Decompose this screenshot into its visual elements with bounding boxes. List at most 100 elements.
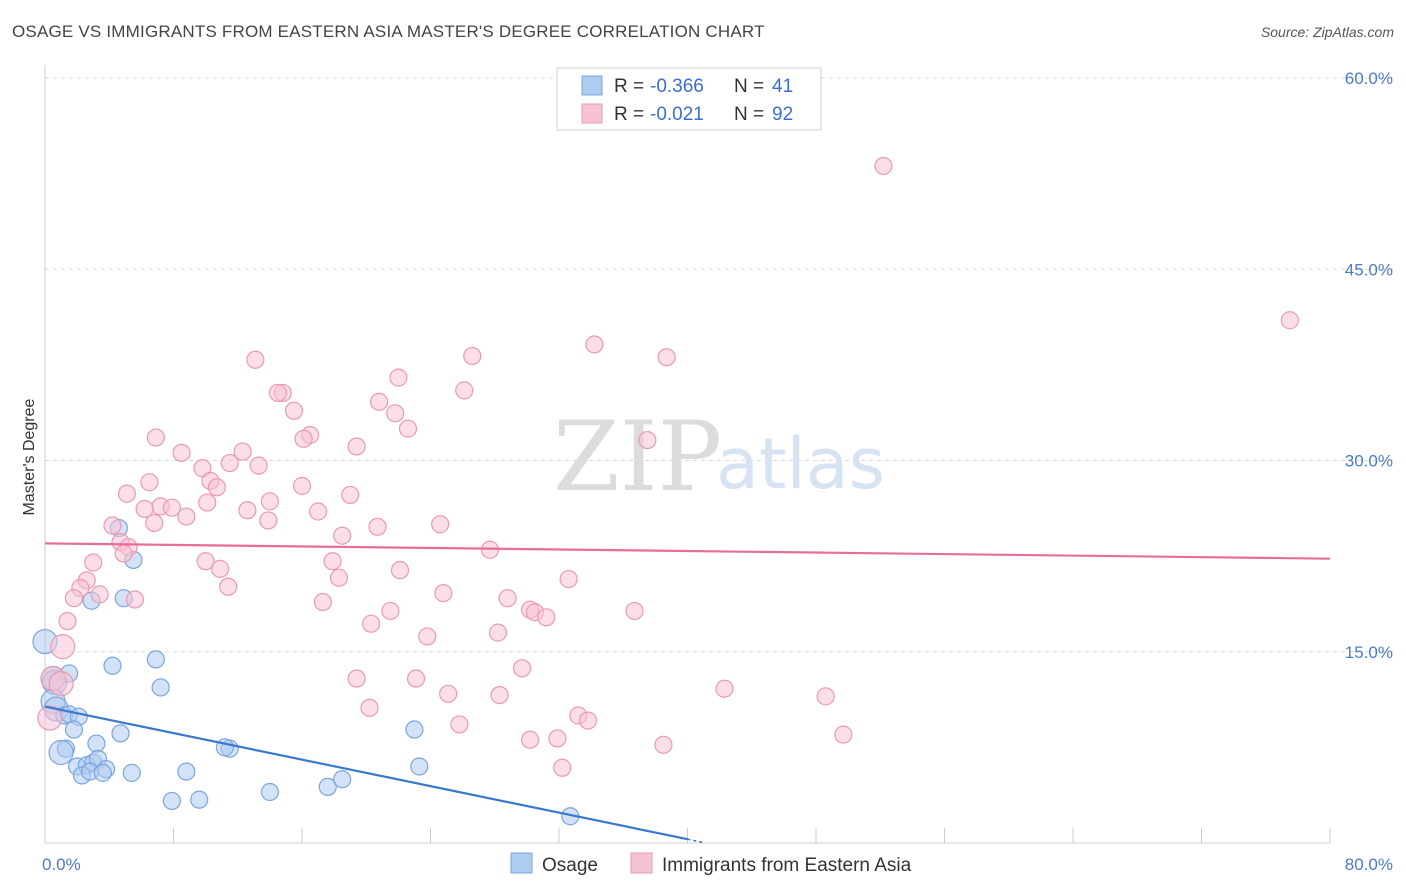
osage-point-38 [410, 757, 429, 776]
immigrants-point-31 [198, 493, 217, 512]
immigrants-point-24 [140, 473, 159, 492]
legend-swatch-osage [581, 75, 603, 96]
immigrants-point-70 [58, 612, 77, 631]
immigrants-point-71 [488, 623, 508, 642]
immigrants-point-10 [370, 392, 389, 411]
bottom-legend-label-immigrants: Immigrants from Eastern Asia [662, 855, 912, 876]
immigrants-point-68 [537, 608, 556, 627]
osage-point-29 [122, 763, 141, 782]
immigrants-point-26 [292, 476, 312, 496]
immigrants-point-22 [249, 456, 268, 475]
osage-point-16 [151, 678, 170, 697]
watermark-atlas: atlas [716, 423, 885, 505]
osage-point-14 [103, 656, 122, 675]
osage-point-20 [48, 739, 74, 766]
immigrants-point-2 [585, 335, 604, 354]
immigrants-point-49 [323, 552, 342, 571]
immigrants-point-63 [498, 589, 517, 608]
immigrants-point-27 [207, 478, 226, 497]
immigrants-point-86 [37, 705, 63, 731]
immigrants-point-73 [50, 634, 76, 660]
y-tick-label-2: 45.0% [1345, 260, 1393, 279]
osage-point-34 [190, 790, 209, 809]
immigrants-point-38 [259, 511, 278, 530]
immigrants-points [37, 156, 1299, 777]
immigrants-point-47 [114, 544, 133, 563]
legend-n-label-osage: N = [734, 76, 764, 97]
osage-point-35 [260, 782, 279, 802]
immigrants-point-20 [172, 443, 191, 462]
trend-lines [44, 542, 1331, 844]
legend-swatch-immigrants [581, 103, 603, 124]
legend-n-value-osage: 41 [772, 76, 793, 97]
immigrants-point-17 [146, 428, 165, 447]
bottom-legend-label-osage: Osage [542, 855, 598, 876]
immigrants-point-42 [431, 515, 450, 534]
immigrants-point-90 [548, 729, 567, 748]
immigrants-point-5 [463, 346, 482, 366]
osage-point-17 [111, 724, 130, 743]
immigrants-point-9 [455, 381, 474, 400]
immigrants-point-80 [816, 687, 835, 706]
immigrants-point-84 [450, 715, 469, 734]
immigrants-point-88 [834, 725, 853, 744]
immigrants-point-62 [313, 592, 332, 612]
osage-point-28 [93, 763, 112, 782]
immigrants-point-33 [162, 498, 181, 517]
immigrants-point-18 [347, 437, 366, 456]
immigrants-point-74 [512, 659, 532, 678]
immigrants-point-92 [553, 758, 572, 777]
immigrants-point-69 [361, 614, 381, 633]
osage-points [32, 518, 580, 826]
immigrants-point-43 [333, 526, 352, 545]
immigrants-point-61 [125, 590, 145, 609]
legend-r-value-immigrants: -0.021 [650, 104, 704, 125]
immigrants-point-77 [715, 679, 734, 698]
chart-title: OSAGE VS IMMIGRANTS FROM EASTERN ASIA MA… [12, 22, 765, 41]
immigrants-point-39 [145, 513, 164, 533]
immigrants-point-16 [638, 431, 657, 450]
immigrants-point-36 [308, 502, 328, 521]
legend-r-label-immigrants: R = [614, 104, 644, 125]
immigrants-point-0 [874, 156, 893, 176]
osage-point-36 [318, 777, 337, 797]
immigrants-point-40 [103, 516, 122, 535]
chart-source: Source: ZipAtlas.com [1260, 24, 1394, 40]
immigrants-point-50 [84, 553, 103, 572]
immigrants-point-76 [406, 669, 426, 688]
immigrants-point-87 [48, 671, 74, 697]
immigrants-point-78 [439, 684, 458, 703]
immigrants-point-83 [578, 711, 598, 730]
osage-point-18 [87, 734, 106, 753]
immigrants-point-51 [210, 559, 230, 578]
immigrants-point-12 [284, 401, 304, 420]
immigrants-point-34 [135, 499, 154, 519]
bottom-legend-swatch-immigrants [630, 852, 653, 874]
y-tick-label-1: 30.0% [1345, 452, 1393, 471]
immigrants-point-91 [654, 735, 673, 754]
immigrants-point-79 [490, 685, 509, 705]
legend-r-value-osage: -0.366 [650, 76, 704, 97]
immigrants-point-35 [238, 501, 257, 520]
x-tick-label-0: 0.0% [42, 855, 81, 874]
immigrants-point-60 [90, 585, 109, 604]
osage-point-30 [177, 762, 196, 781]
immigrants-point-67 [381, 601, 400, 621]
osage-point-9 [64, 720, 84, 739]
osage-point-39 [405, 720, 424, 739]
y-tick-label-0: 15.0% [1345, 643, 1393, 662]
immigrants-point-57 [219, 577, 238, 596]
watermark-zip: ZIP [553, 401, 722, 513]
immigrants-point-19 [233, 442, 252, 461]
immigrants-point-8 [268, 383, 288, 403]
immigrants-point-59 [64, 589, 84, 608]
immigrants-point-72 [418, 627, 437, 646]
immigrants-point-53 [559, 569, 578, 589]
immigrants-point-65 [625, 601, 644, 621]
correlation-legend: R = -0.366 N = 41 R = -0.021 N = 92 [556, 67, 822, 131]
immigrants-point-81 [360, 698, 379, 717]
immigrants-trend-line [44, 542, 1331, 560]
legend-r-label-osage: R = [614, 76, 644, 97]
immigrants-point-54 [329, 568, 349, 587]
